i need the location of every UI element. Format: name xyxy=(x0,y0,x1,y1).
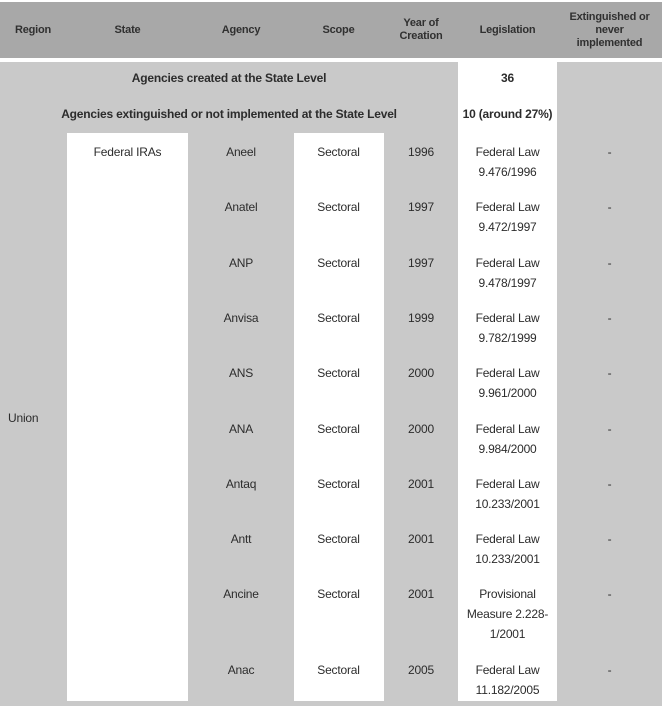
scope-column-background xyxy=(294,133,384,701)
cell-year: 2001 xyxy=(408,587,434,602)
cell-scope: Sectoral xyxy=(317,145,360,159)
cell-scope: Sectoral xyxy=(317,476,360,491)
cell-scope: Sectoral xyxy=(317,366,360,381)
cell-extinguished: - xyxy=(607,663,612,678)
summary-label-extinguished: Agencies extinguished or not implemented… xyxy=(61,107,397,121)
cell-extinguished: - xyxy=(607,421,612,436)
summary-value-extinguished: 10 (around 27%) xyxy=(462,107,553,121)
cell-scope: Sectoral xyxy=(317,421,360,436)
column-header-region: Region xyxy=(0,2,66,58)
cell-scope: Sectoral xyxy=(317,587,360,602)
cell-legislation: Federal Law 9.472/1997 xyxy=(475,200,540,235)
column-header-agency: Agency xyxy=(189,2,293,58)
table-row: ANA Sectoral 2000 Federal Law 9.984/2000 - xyxy=(0,419,662,459)
state-column-background xyxy=(67,133,188,701)
column-header-scope: Scope xyxy=(293,2,384,58)
table-row: Antaq Sectoral 2001 Federal Law 10.233/2001… xyxy=(0,474,662,514)
column-header-legislation: Legislation xyxy=(458,2,557,58)
table-row: Anac Sectoral 2005 Federal Law 11.182/2005 - xyxy=(0,660,662,700)
column-header-label: Year of Creation xyxy=(399,17,443,42)
cell-agency: ANA xyxy=(228,421,254,436)
cell-agency: Antt xyxy=(230,532,252,547)
cell-extinguished: - xyxy=(607,200,612,215)
cell-agency: Aneel xyxy=(226,145,256,159)
cell-agency: Antaq xyxy=(225,476,257,491)
cell-year: 2000 xyxy=(408,421,434,436)
cell-scope: Sectoral xyxy=(317,532,360,547)
cell-agency: Ancine xyxy=(223,587,259,602)
cell-agency: Anatel xyxy=(224,200,258,215)
cell-legislation: Federal Law 9.961/2000 xyxy=(475,366,540,401)
column-header-label: Region xyxy=(14,23,52,36)
summary-value-created: 36 xyxy=(501,71,514,85)
cell-agency: ANS xyxy=(228,366,254,381)
table-row: ANP Sectoral 1997 Federal Law 9.478/1997 - xyxy=(0,253,662,293)
cell-extinguished: - xyxy=(607,366,612,381)
table-header-row: Region State Agency Scope Year of Creati… xyxy=(0,2,662,58)
column-header-label: Scope xyxy=(322,23,355,36)
cell-legislation: Federal Law 11.182/2005 xyxy=(475,663,540,698)
legislation-column-background xyxy=(458,62,557,701)
cell-year: 1996 xyxy=(408,145,434,159)
cell-scope: Sectoral xyxy=(317,200,360,215)
column-header-label: Agency xyxy=(221,23,261,36)
cell-extinguished: - xyxy=(607,255,612,270)
table-row: ANS Sectoral 2000 Federal Law 9.961/2000 - xyxy=(0,363,662,403)
cell-extinguished: - xyxy=(607,587,612,602)
state-cell-federal-iras: Federal IRAs xyxy=(93,145,162,159)
cell-scope: Sectoral xyxy=(317,255,360,270)
cell-year: 1997 xyxy=(408,200,434,215)
table-row: Ancine Sectoral 2001 Provisional Measure 2.… xyxy=(0,584,662,644)
region-cell-union: Union xyxy=(8,411,39,425)
cell-legislation: Provisional Measure 2.228- 1/2001 xyxy=(466,587,549,642)
cell-year: 2005 xyxy=(408,663,434,678)
cell-year: 1997 xyxy=(408,255,434,270)
cell-scope: Sectoral xyxy=(317,310,360,325)
column-header-state: State xyxy=(66,2,189,58)
table-row: Aneel Sectoral 1996 Federal Law 9.476/1996 - xyxy=(0,142,662,182)
table-row: Anatel Sectoral 1997 Federal Law 9.472/1997… xyxy=(0,197,662,237)
cell-year: 1999 xyxy=(408,310,434,325)
cell-agency: Anac xyxy=(227,663,255,678)
cell-extinguished: - xyxy=(607,145,612,159)
cell-extinguished: - xyxy=(607,532,612,547)
cell-year: 2000 xyxy=(408,366,434,381)
column-header-extinguished: Extinguished or never implemented xyxy=(557,2,662,58)
cell-legislation: Federal Law 9.984/2000 xyxy=(475,421,540,456)
table-row: Antt Sectoral 2001 Federal Law 10.233/2001 - xyxy=(0,529,662,569)
cell-legislation: Federal Law 10.233/2001 xyxy=(475,532,540,567)
cell-scope: Sectoral xyxy=(317,663,360,678)
cell-legislation: Federal Law 9.782/1999 xyxy=(475,310,540,345)
cell-year: 2001 xyxy=(408,476,434,491)
column-header-label: Extinguished or never implemented xyxy=(569,10,650,49)
cell-extinguished: - xyxy=(607,310,612,325)
cell-legislation: Federal Law 9.476/1996 xyxy=(475,145,540,179)
column-header-label: State xyxy=(114,23,141,36)
summary-label-created: Agencies created at the State Level xyxy=(131,71,327,85)
cell-year: 2001 xyxy=(408,532,434,547)
cell-agency: ANP xyxy=(228,255,254,270)
column-header-year-of-creation: Year of Creation xyxy=(384,2,458,58)
table-row: Anvisa Sectoral 1999 Federal Law 9.782/1999… xyxy=(0,308,662,348)
cell-legislation: Federal Law 9.478/1997 xyxy=(475,255,540,290)
column-header-label: Legislation xyxy=(479,23,536,36)
cell-legislation: Federal Law 10.233/2001 xyxy=(475,476,540,511)
cell-agency: Anvisa xyxy=(223,310,259,325)
cell-extinguished: - xyxy=(607,476,612,491)
